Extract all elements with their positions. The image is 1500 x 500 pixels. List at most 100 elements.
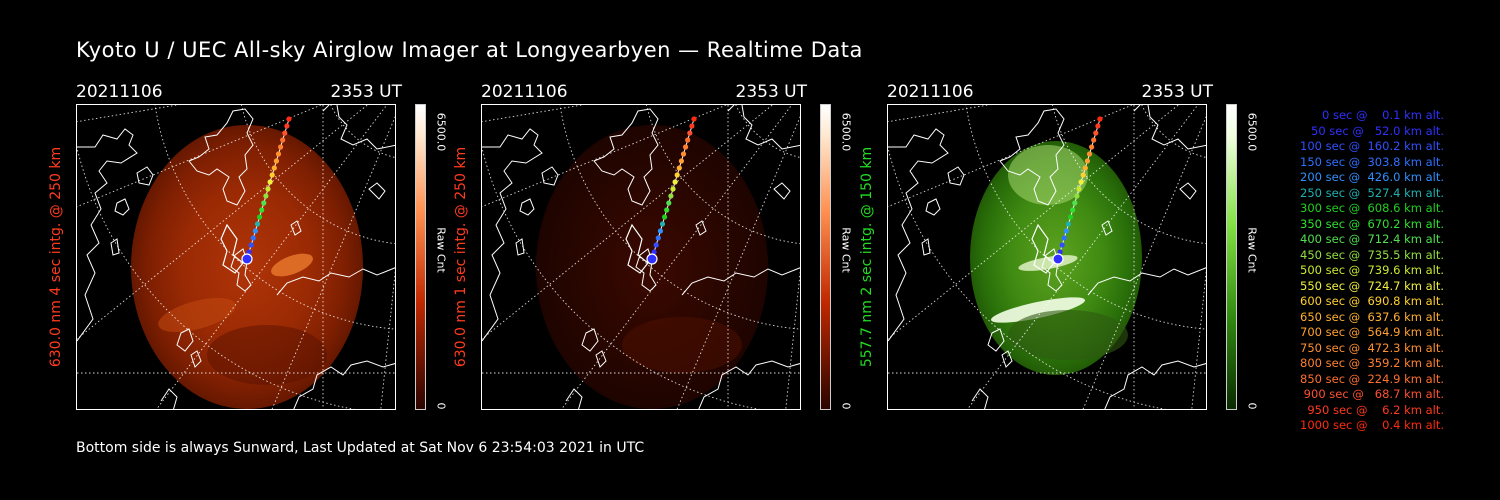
legend-row: 800 sec @ 359.2 km alt. [1296, 356, 1444, 370]
legend-row: 600 sec @ 690.8 km alt. [1296, 294, 1444, 308]
trajectory-point [691, 116, 697, 122]
trajectory-point [1074, 193, 1080, 199]
legend-row: 350 sec @ 670.2 km alt. [1296, 216, 1444, 231]
panel-wavelength-label: 630.0 nm 4 sec intg. @ 250 km [48, 146, 64, 368]
trajectory-point [267, 179, 273, 185]
allsky-image-svg [482, 105, 800, 409]
colorbar [820, 104, 831, 410]
trajectory-legend: 0 sec @ 0.1 km alt. 50 sec @ 52.0 km alt… [1262, 108, 1444, 434]
colorbar-max-label: 6500.0 [1245, 112, 1259, 152]
trajectory-point [284, 123, 290, 129]
trajectory-point [265, 186, 271, 192]
trajectory-point [259, 207, 265, 213]
colorbar [1226, 104, 1237, 410]
trajectory-point [664, 207, 670, 213]
colorbar-min-label: 0 [434, 402, 448, 410]
allsky-image-map[interactable] [76, 104, 396, 410]
trajectory-point [657, 228, 663, 234]
trajectory-point [1093, 130, 1099, 136]
trajectory-point [261, 200, 267, 206]
trajectory-point [1063, 228, 1069, 234]
legend-row: 700 sec @ 564.9 km alt. [1296, 325, 1444, 339]
page-title: Kyoto U / UEC All-sky Airglow Imager at … [76, 38, 863, 62]
trajectory-point [250, 235, 256, 241]
legend-row: 300 sec @ 608.6 km alt. [1296, 201, 1444, 215]
trajectory-point [666, 200, 672, 206]
trajectory-point [651, 249, 657, 255]
trajectory-point [678, 158, 684, 164]
imager-panel-2: 20211106 2353 UT 630.0 nm 1 sec intg. @ … [453, 82, 891, 432]
trajectory-point [269, 172, 275, 178]
trajectory-point [668, 193, 674, 199]
legend-row: 50 sec @ 52.0 km alt. [1303, 123, 1444, 138]
colorbar-unit-label: Raw Cnt [839, 227, 853, 273]
footer-note: Bottom side is always Sunward, Last Upda… [76, 440, 645, 456]
panel-date: 20211106 [481, 82, 568, 102]
legend-row: 250 sec @ 527.4 km alt. [1296, 185, 1444, 200]
trajectory-point [278, 144, 284, 150]
trajectory-point [282, 130, 288, 136]
trajectory-point [1061, 235, 1067, 241]
trajectory-point [672, 179, 678, 185]
trajectory-point [252, 228, 258, 234]
trajectory-point [1070, 207, 1076, 213]
allsky-image-svg [888, 105, 1206, 409]
trajectory-point [246, 249, 252, 255]
legend-row: 500 sec @ 739.6 km alt. [1296, 263, 1444, 277]
colorbar-unit-label: Raw Cnt [1245, 227, 1259, 273]
trajectory-point [1097, 116, 1103, 122]
trajectory-point [1089, 144, 1095, 150]
trajectory-point [263, 193, 269, 199]
legend-row: 400 sec @ 712.4 km alt. [1296, 232, 1444, 246]
trajectory-point [1078, 179, 1084, 185]
trajectory-point [286, 116, 292, 122]
panel-time: 2353 UT [1141, 82, 1214, 102]
trajectory-point [653, 242, 659, 248]
trajectory-point [273, 158, 279, 164]
trajectory-point [275, 151, 282, 157]
legend-row: 650 sec @ 637.6 km alt. [1296, 309, 1444, 324]
panel-time: 2353 UT [330, 82, 403, 102]
imager-panel-1: 20211106 2353 UT 630.0 nm 4 sec intg. @ … [48, 82, 486, 432]
colorbar-unit-label: Raw Cnt [434, 227, 448, 273]
trajectory-point [1052, 253, 1064, 265]
trajectory-point [676, 165, 682, 171]
trajectory-point [1091, 137, 1097, 143]
legend-row: 1000 sec @ 0.4 km alt. [1300, 418, 1444, 432]
legend-row: 950 sec @ 6.2 km alt. [1303, 402, 1444, 417]
panel-wavelength-label: 557.7 nm 2 sec intg. @ 150 km [859, 146, 875, 368]
legend-row: 100 sec @ 160.2 km alt. [1296, 139, 1444, 153]
colorbar-min-label: 0 [1245, 402, 1259, 410]
allsky-image-svg [77, 105, 395, 409]
allsky-image-map[interactable] [887, 104, 1207, 410]
imager-panel-3: 20211106 2353 UT 557.7 nm 2 sec intg. @ … [859, 82, 1297, 432]
allsky-image-map[interactable] [481, 104, 801, 410]
trajectory-point [1068, 214, 1074, 220]
trajectory-point [655, 235, 661, 241]
trajectory-point [257, 214, 263, 220]
trajectory-point [280, 137, 286, 143]
trajectory-point [1080, 172, 1086, 178]
legend-row: 550 sec @ 724.7 km alt. [1296, 278, 1444, 293]
trajectory-point [659, 221, 666, 227]
trajectory-point [1059, 242, 1065, 248]
panel-wavelength-label: 630.0 nm 1 sec intg. @ 250 km [453, 146, 469, 368]
legend-row: 850 sec @ 224.9 km alt. [1296, 371, 1444, 386]
panel-date: 20211106 [76, 82, 163, 102]
trajectory-point [271, 165, 277, 171]
trajectory-point [674, 172, 680, 178]
trajectory-point [1065, 221, 1072, 227]
legend-row: 200 sec @ 426.0 km alt. [1296, 170, 1444, 184]
colorbar-min-label: 0 [839, 402, 853, 410]
trajectory-point [680, 151, 687, 157]
trajectory-point [687, 130, 693, 136]
trajectory-point [1082, 165, 1088, 171]
trajectory-point [670, 186, 676, 192]
legend-row: 450 sec @ 735.5 km alt. [1296, 247, 1444, 262]
panel-date: 20211106 [887, 82, 974, 102]
trajectory-point [1095, 123, 1101, 129]
trajectory-point [254, 221, 261, 227]
trajectory-point [1086, 151, 1093, 157]
trajectory-point [662, 214, 668, 220]
trajectory-point [1076, 186, 1082, 192]
